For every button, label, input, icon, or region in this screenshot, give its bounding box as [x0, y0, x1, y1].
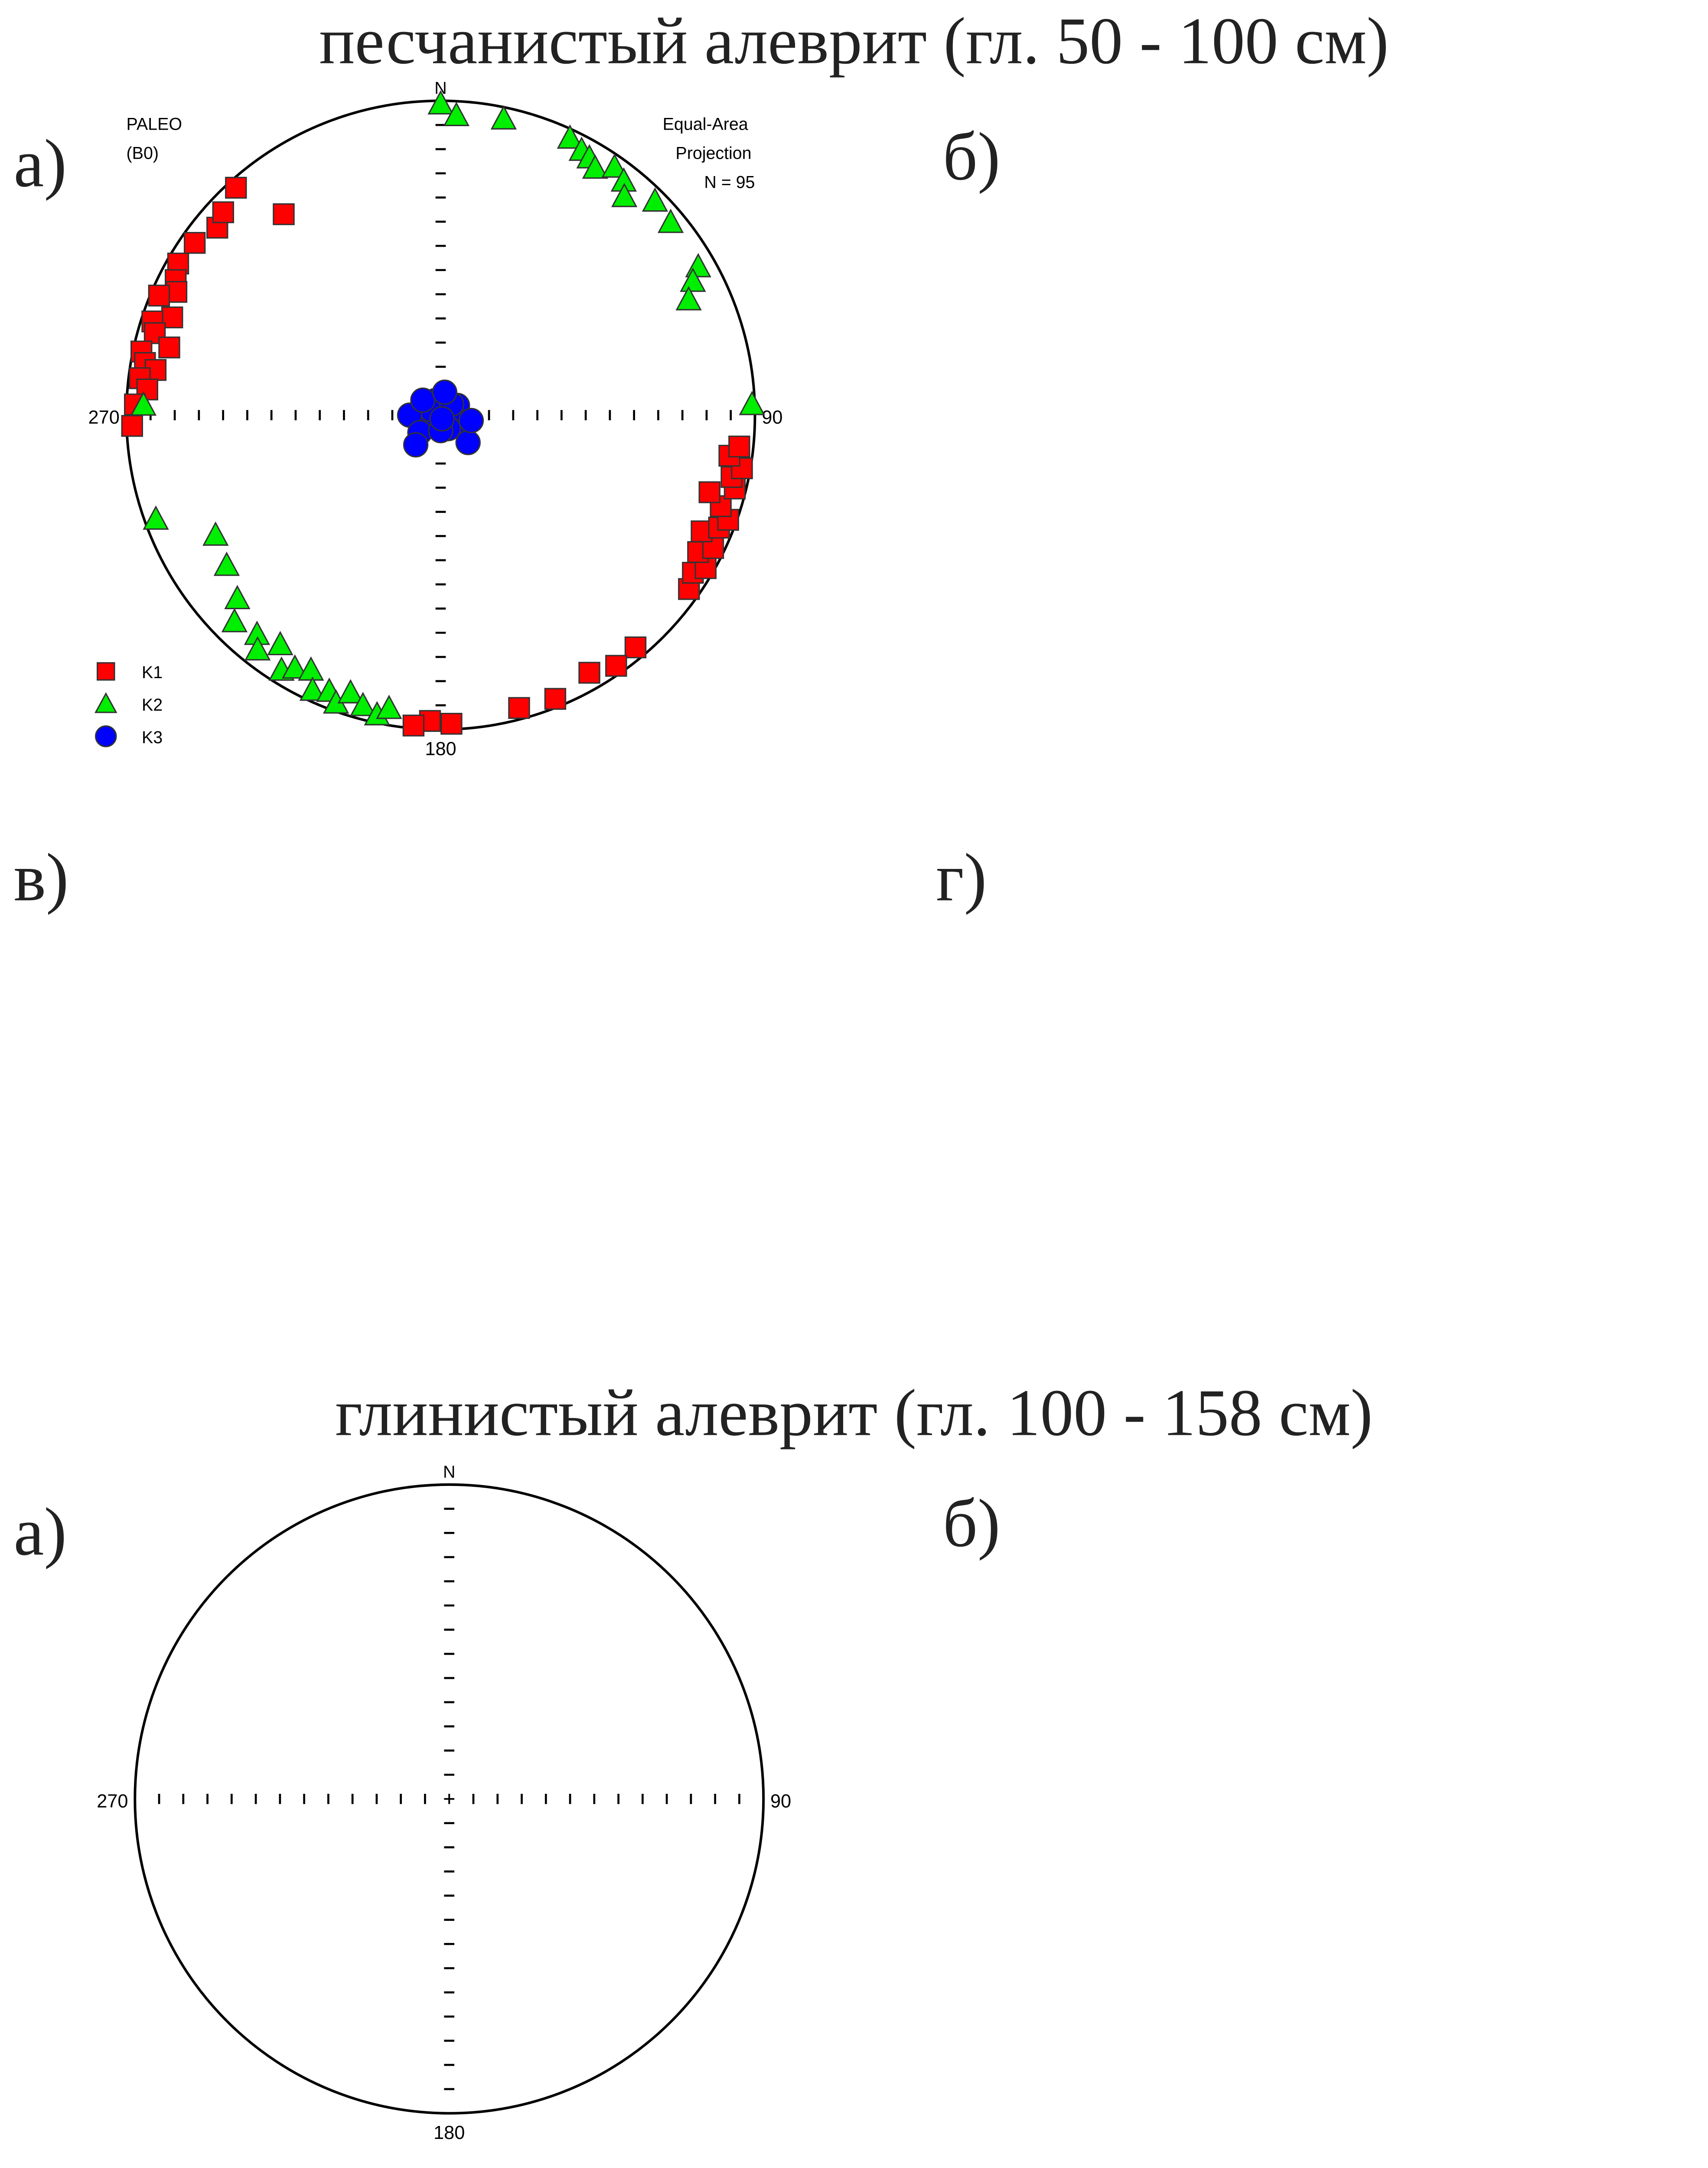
stereonet-1-point-k2	[130, 391, 157, 416]
stereonet-1-point-k1	[578, 662, 600, 684]
stereonet-1-point-k2	[221, 608, 248, 633]
stereonet-1-point-k3	[429, 406, 455, 431]
stereonet-1-point-k1	[212, 201, 235, 223]
density-2-primitive-circle	[134, 1483, 765, 2115]
stereonet-1-point-k2	[443, 101, 469, 126]
stereonet-1-label-east: 90	[762, 407, 782, 428]
panel-label-b-2: б)	[942, 1484, 1001, 1562]
stereonet-1-point-k2	[611, 183, 638, 207]
stereonet-1-point-k2	[680, 268, 706, 292]
stereonet-1-point-k1	[225, 176, 247, 199]
stereonet-1-point-k2	[642, 187, 668, 212]
stereonet-1-title-left-2: (B0)	[127, 144, 159, 163]
stereonet-1-point-k2	[224, 584, 251, 609]
section-title-2: глинистый алеврит (гл. 100 - 158 см)	[335, 1377, 1373, 1451]
stereonet-1-point-k2	[350, 692, 376, 716]
stereonet-1-legend-marker-k3	[95, 725, 117, 748]
stereonet-1-point-k2	[557, 124, 583, 149]
stereonet-1-point-k3	[432, 379, 457, 405]
stereonet-1-point-k2	[582, 154, 609, 179]
stereonet-1-point-k2	[657, 209, 684, 233]
stereonet-1-point-k2	[244, 636, 271, 661]
section-title-1: песчанистый алеврит (гл. 50 - 100 см)	[319, 5, 1389, 79]
stereonet-1-title-right-1: Equal-Area	[663, 114, 748, 134]
density-2-label-south: 180	[434, 2122, 465, 2143]
panel-label-a-1: а)	[13, 124, 67, 202]
density-2-label-north: N	[443, 1463, 455, 1482]
panel-label-a-2: а)	[13, 1493, 67, 1570]
stereonet-1-point-k2	[427, 90, 454, 115]
stereonet-1-point-k2	[202, 521, 229, 546]
stereonet-1-point-k2	[739, 391, 765, 415]
stereonet-1-point-k2	[281, 654, 308, 679]
panel-label-b-1: б)	[942, 118, 1001, 195]
stereonet-1-point-k1	[121, 415, 143, 437]
stereonet-1-point-k1	[624, 636, 647, 659]
stereonet-1-point-k2	[299, 676, 326, 701]
stereonet-1-label-south: 180	[425, 738, 456, 759]
stereonet-1-point-k2	[213, 552, 240, 576]
stereonet-1-point-k2	[675, 286, 702, 310]
stereonet-1: N90180270PALEO(B0)Equal-AreaProjectionN …	[88, 79, 783, 760]
panel-label-v-1: в)	[13, 839, 69, 916]
stereonet-1-legend-marker-k2	[94, 692, 117, 713]
stereonet-1-point-k2	[267, 631, 293, 656]
stereonet-1-label-west: 270	[88, 407, 120, 428]
stereonet-1-legend-marker-k1	[97, 662, 115, 681]
panel-label-g-1: г)	[936, 839, 987, 916]
stereonet-1-point-k1	[440, 712, 463, 735]
stereonet-1-title-right-2: Projection	[675, 144, 751, 163]
stereonet-1-title-left-1: PALEO	[127, 114, 182, 134]
stereonet-1-point-k2	[490, 105, 517, 130]
stereonet-1-point-k1	[158, 336, 180, 359]
stereonet-1-point-k1	[605, 655, 627, 677]
stereonet-1-point-k1	[402, 715, 425, 737]
stereonet-1-point-k3	[410, 387, 436, 413]
stereonet-1-point-k1	[508, 697, 530, 719]
stereonet-1-point-k2	[337, 679, 364, 704]
stereonet-1-point-k1	[273, 203, 295, 225]
stereonet-1-point-k2	[376, 695, 402, 719]
stereonet-1-point-k1	[728, 435, 750, 458]
stereonet-1-legend-label-k3: K3	[142, 728, 163, 747]
stereonet-1-point-k3	[455, 430, 481, 455]
stereonet-1-point-k1	[698, 481, 720, 503]
stereonet-1-legend-label-k1: K1	[142, 663, 163, 682]
density-2: N 90 180 270	[97, 1463, 791, 2143]
density-2-label-east: 90	[770, 1791, 791, 1812]
stereonet-1-point-k3	[403, 432, 429, 458]
stereonet-1-n-label: N = 95	[704, 173, 755, 192]
stereonet-1-point-k1	[183, 232, 206, 254]
stereonet-1-point-k3	[458, 408, 484, 433]
stereonet-1-point-k2	[601, 153, 628, 178]
stereonet-1-point-k2	[143, 505, 169, 530]
stereonet-1-point-k1	[148, 284, 170, 307]
stereonet-1-legend-label-k2: K2	[142, 695, 163, 715]
stereonet-1-point-k1	[544, 688, 567, 710]
density-2-label-west: 270	[97, 1791, 128, 1812]
